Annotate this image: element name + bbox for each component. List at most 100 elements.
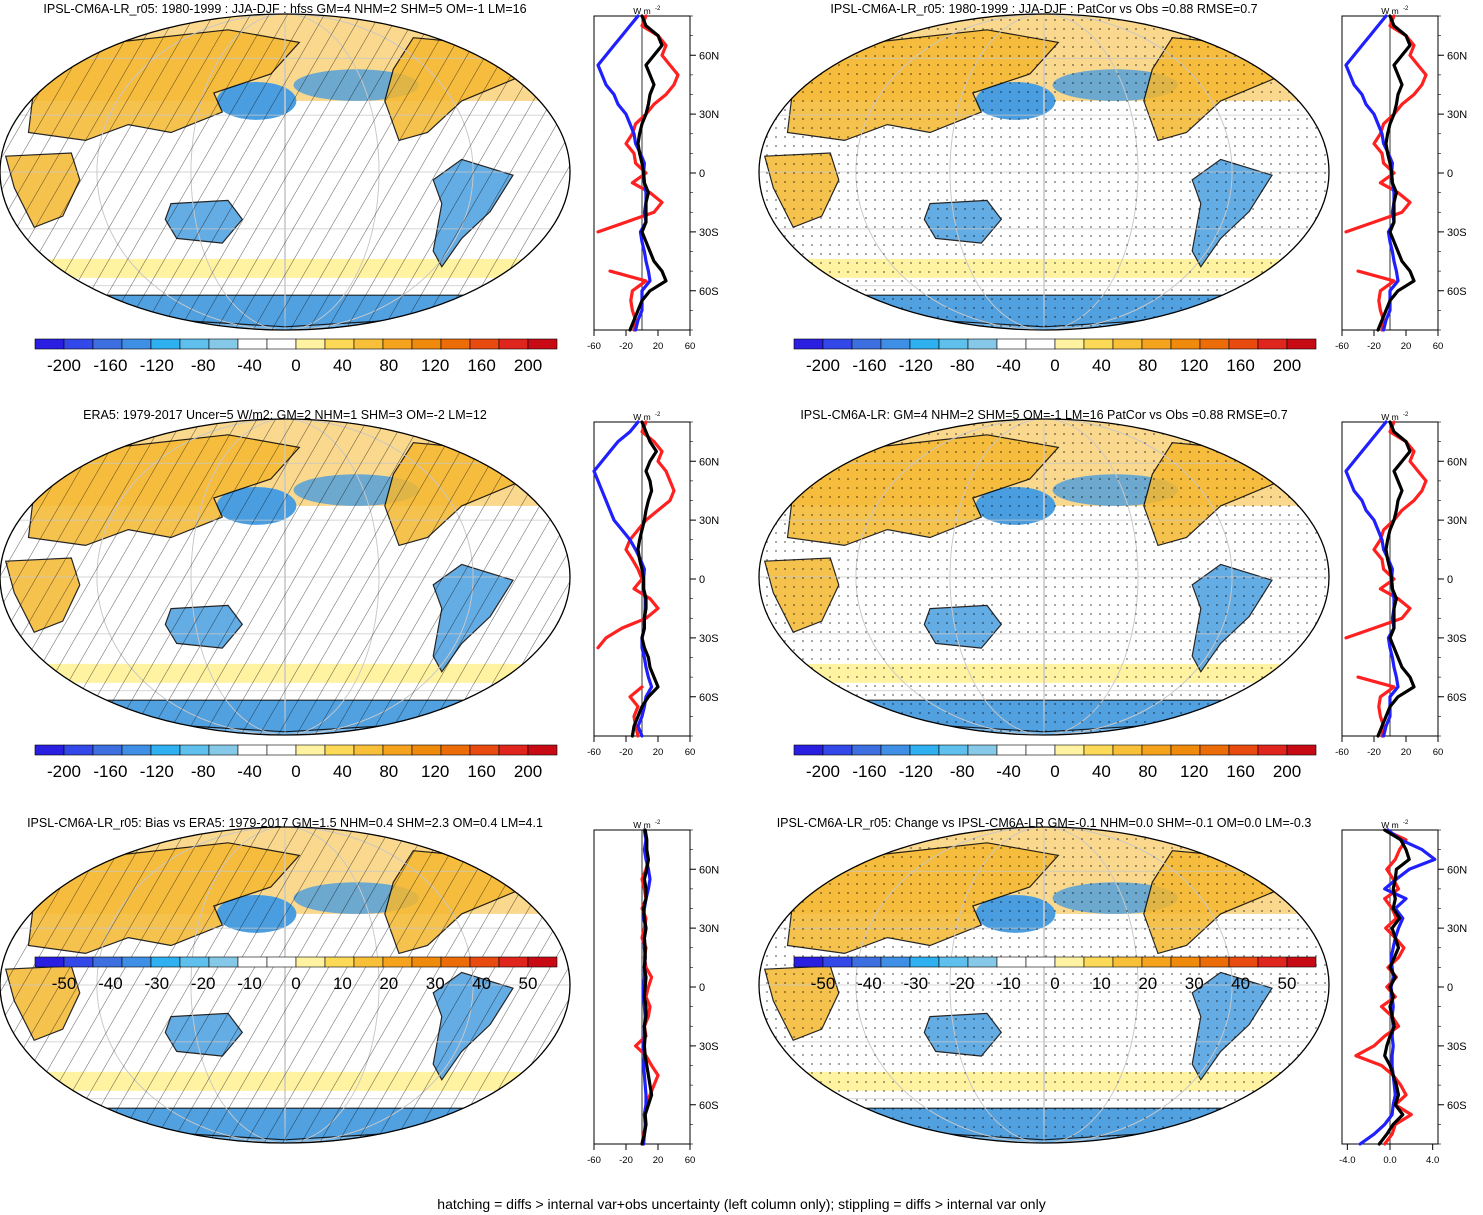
- x-tick-label: -20: [619, 747, 633, 758]
- colorbar-swatch: [179, 956, 210, 968]
- x-tick-label: 20: [653, 1155, 664, 1166]
- panel-4: IPSL-CM6A-LR: GM=4 NHM=2 SHM=5 OM=-1 LM=…: [758, 408, 1467, 781]
- colorbar-swatch: [1286, 338, 1317, 350]
- colorbar-label: -200: [47, 762, 81, 781]
- x-tick-label: -20: [619, 341, 633, 352]
- colorbar-label: -40: [996, 356, 1021, 375]
- colorbar-swatch: [237, 744, 268, 756]
- colorbar-swatch: [92, 956, 123, 968]
- colorbar-label: 30: [426, 974, 445, 993]
- colorbar-label: 0: [1050, 974, 1059, 993]
- colorbar-swatch: [851, 338, 882, 350]
- x-tick-label: -60: [587, 341, 601, 352]
- x-tick-label: -20: [1367, 341, 1381, 352]
- colorbar-swatch: [1112, 744, 1143, 756]
- colorbar-swatch: [469, 338, 500, 350]
- profile-line-black: [640, 828, 654, 1146]
- map-outline: [758, 13, 1330, 331]
- colorbar-swatch: [1199, 338, 1230, 350]
- colorbar-label: -160: [852, 356, 886, 375]
- zonal-profile: 60N 30N 0 30S 60S -60 -20 20 60 W m -2: [587, 412, 719, 758]
- colorbar-swatch: [498, 744, 529, 756]
- lat-tick-label: 60N: [699, 864, 719, 876]
- x-tick-label: 20: [1401, 341, 1412, 352]
- colorbar-swatch: [353, 744, 384, 756]
- colorbar-label: -120: [140, 762, 174, 781]
- colorbar-swatch: [880, 338, 911, 350]
- colorbar-swatch: [1199, 956, 1230, 968]
- colorbar-swatch: [822, 956, 853, 968]
- colorbar-label: -20: [950, 974, 975, 993]
- colorbar-swatch: [1228, 744, 1259, 756]
- colorbar-label: -20: [191, 974, 216, 993]
- colorbar-swatch: [851, 956, 882, 968]
- colorbar-label: 0: [1050, 356, 1059, 375]
- lat-tick-label: 0: [1447, 168, 1453, 180]
- colorbar-swatch: [1141, 956, 1172, 968]
- colorbar: -200 -160 -120 -80 -40 0 40 80 120 160 200: [34, 744, 558, 781]
- lat-tick-label: 30S: [699, 1041, 719, 1053]
- x-tick-label: -60: [1335, 341, 1349, 352]
- colorbar-swatch: [266, 956, 297, 968]
- colorbar-label: -160: [852, 762, 886, 781]
- colorbar-swatch: [996, 744, 1027, 756]
- colorbar-label: -80: [191, 762, 216, 781]
- lat-tick-label: 60S: [699, 1100, 719, 1112]
- colorbar-swatch: [34, 956, 65, 968]
- colorbar-swatch: [411, 744, 442, 756]
- colorbar-swatch: [527, 744, 558, 756]
- colorbar-swatch: [469, 744, 500, 756]
- colorbar-label: 160: [467, 356, 495, 375]
- zonal-profile: 60N 30N 0 30S 60S -60 -20 20 60 W m -2: [1335, 412, 1467, 758]
- colorbar-label: -30: [145, 974, 170, 993]
- colorbar-swatch: [793, 744, 824, 756]
- colorbar-swatch: [266, 338, 297, 350]
- colorbar-swatch: [179, 744, 210, 756]
- profile-unit-exponent: -2: [1403, 6, 1409, 12]
- x-tick-label: 60: [685, 747, 696, 758]
- colorbar-label: 20: [379, 974, 398, 993]
- colorbar-label: 120: [421, 356, 449, 375]
- lat-tick-label: 30N: [1447, 109, 1467, 121]
- map: [0, 14, 570, 330]
- colorbar-swatch: [92, 744, 123, 756]
- colorbar-label: 0: [291, 762, 300, 781]
- x-tick-label: -20: [619, 1155, 633, 1166]
- colorbar-swatch: [382, 338, 413, 350]
- colorbar-swatch: [996, 956, 1027, 968]
- colorbar-swatch: [353, 338, 384, 350]
- colorbar-swatch: [324, 338, 355, 350]
- colorbar: -200 -160 -120 -80 -40 0 40 80 120 160 200: [793, 338, 1317, 375]
- colorbar-swatch: [938, 338, 969, 350]
- colorbar-swatch: [34, 338, 65, 350]
- colorbar-swatch: [411, 338, 442, 350]
- colorbar-label: -10: [237, 974, 262, 993]
- colorbar-swatch: [324, 956, 355, 968]
- lat-tick-label: 30N: [699, 515, 719, 527]
- colorbar: -50 -40 -30 -20 -10 0 10 20 30 40 50: [793, 956, 1317, 993]
- colorbar-label: 10: [1092, 974, 1111, 993]
- panel-5: IPSL-CM6A-LR_r05: Bias vs ERA5: 1979-201…: [0, 816, 719, 1166]
- colorbar-swatch: [63, 338, 94, 350]
- colorbar-swatch: [208, 338, 239, 350]
- profile-unit-exponent: -2: [1403, 820, 1409, 826]
- profile-unit-exponent: -2: [655, 412, 661, 418]
- colorbar-label: -40: [996, 762, 1021, 781]
- colorbar-label: 40: [333, 762, 352, 781]
- colorbar-swatch: [1025, 744, 1056, 756]
- colorbar-label: -120: [899, 356, 933, 375]
- colorbar-swatch: [1170, 338, 1201, 350]
- colorbar-swatch: [63, 956, 94, 968]
- colorbar-swatch: [353, 956, 384, 968]
- colorbar-swatch: [527, 956, 558, 968]
- colorbar-label: 20: [1138, 974, 1157, 993]
- colorbar-swatch: [938, 956, 969, 968]
- colorbar-swatch: [121, 338, 152, 350]
- colorbar-swatch: [880, 956, 911, 968]
- x-tick-label: 20: [1401, 747, 1412, 758]
- lat-tick-label: 60S: [1447, 1100, 1467, 1112]
- colorbar-swatch: [1083, 338, 1114, 350]
- zonal-profile: 60N 30N 0 30S 60S -60 -20 20 60 W m -2: [1335, 6, 1467, 352]
- x-tick-label: 60: [1433, 747, 1444, 758]
- colorbar-swatch: [793, 956, 824, 968]
